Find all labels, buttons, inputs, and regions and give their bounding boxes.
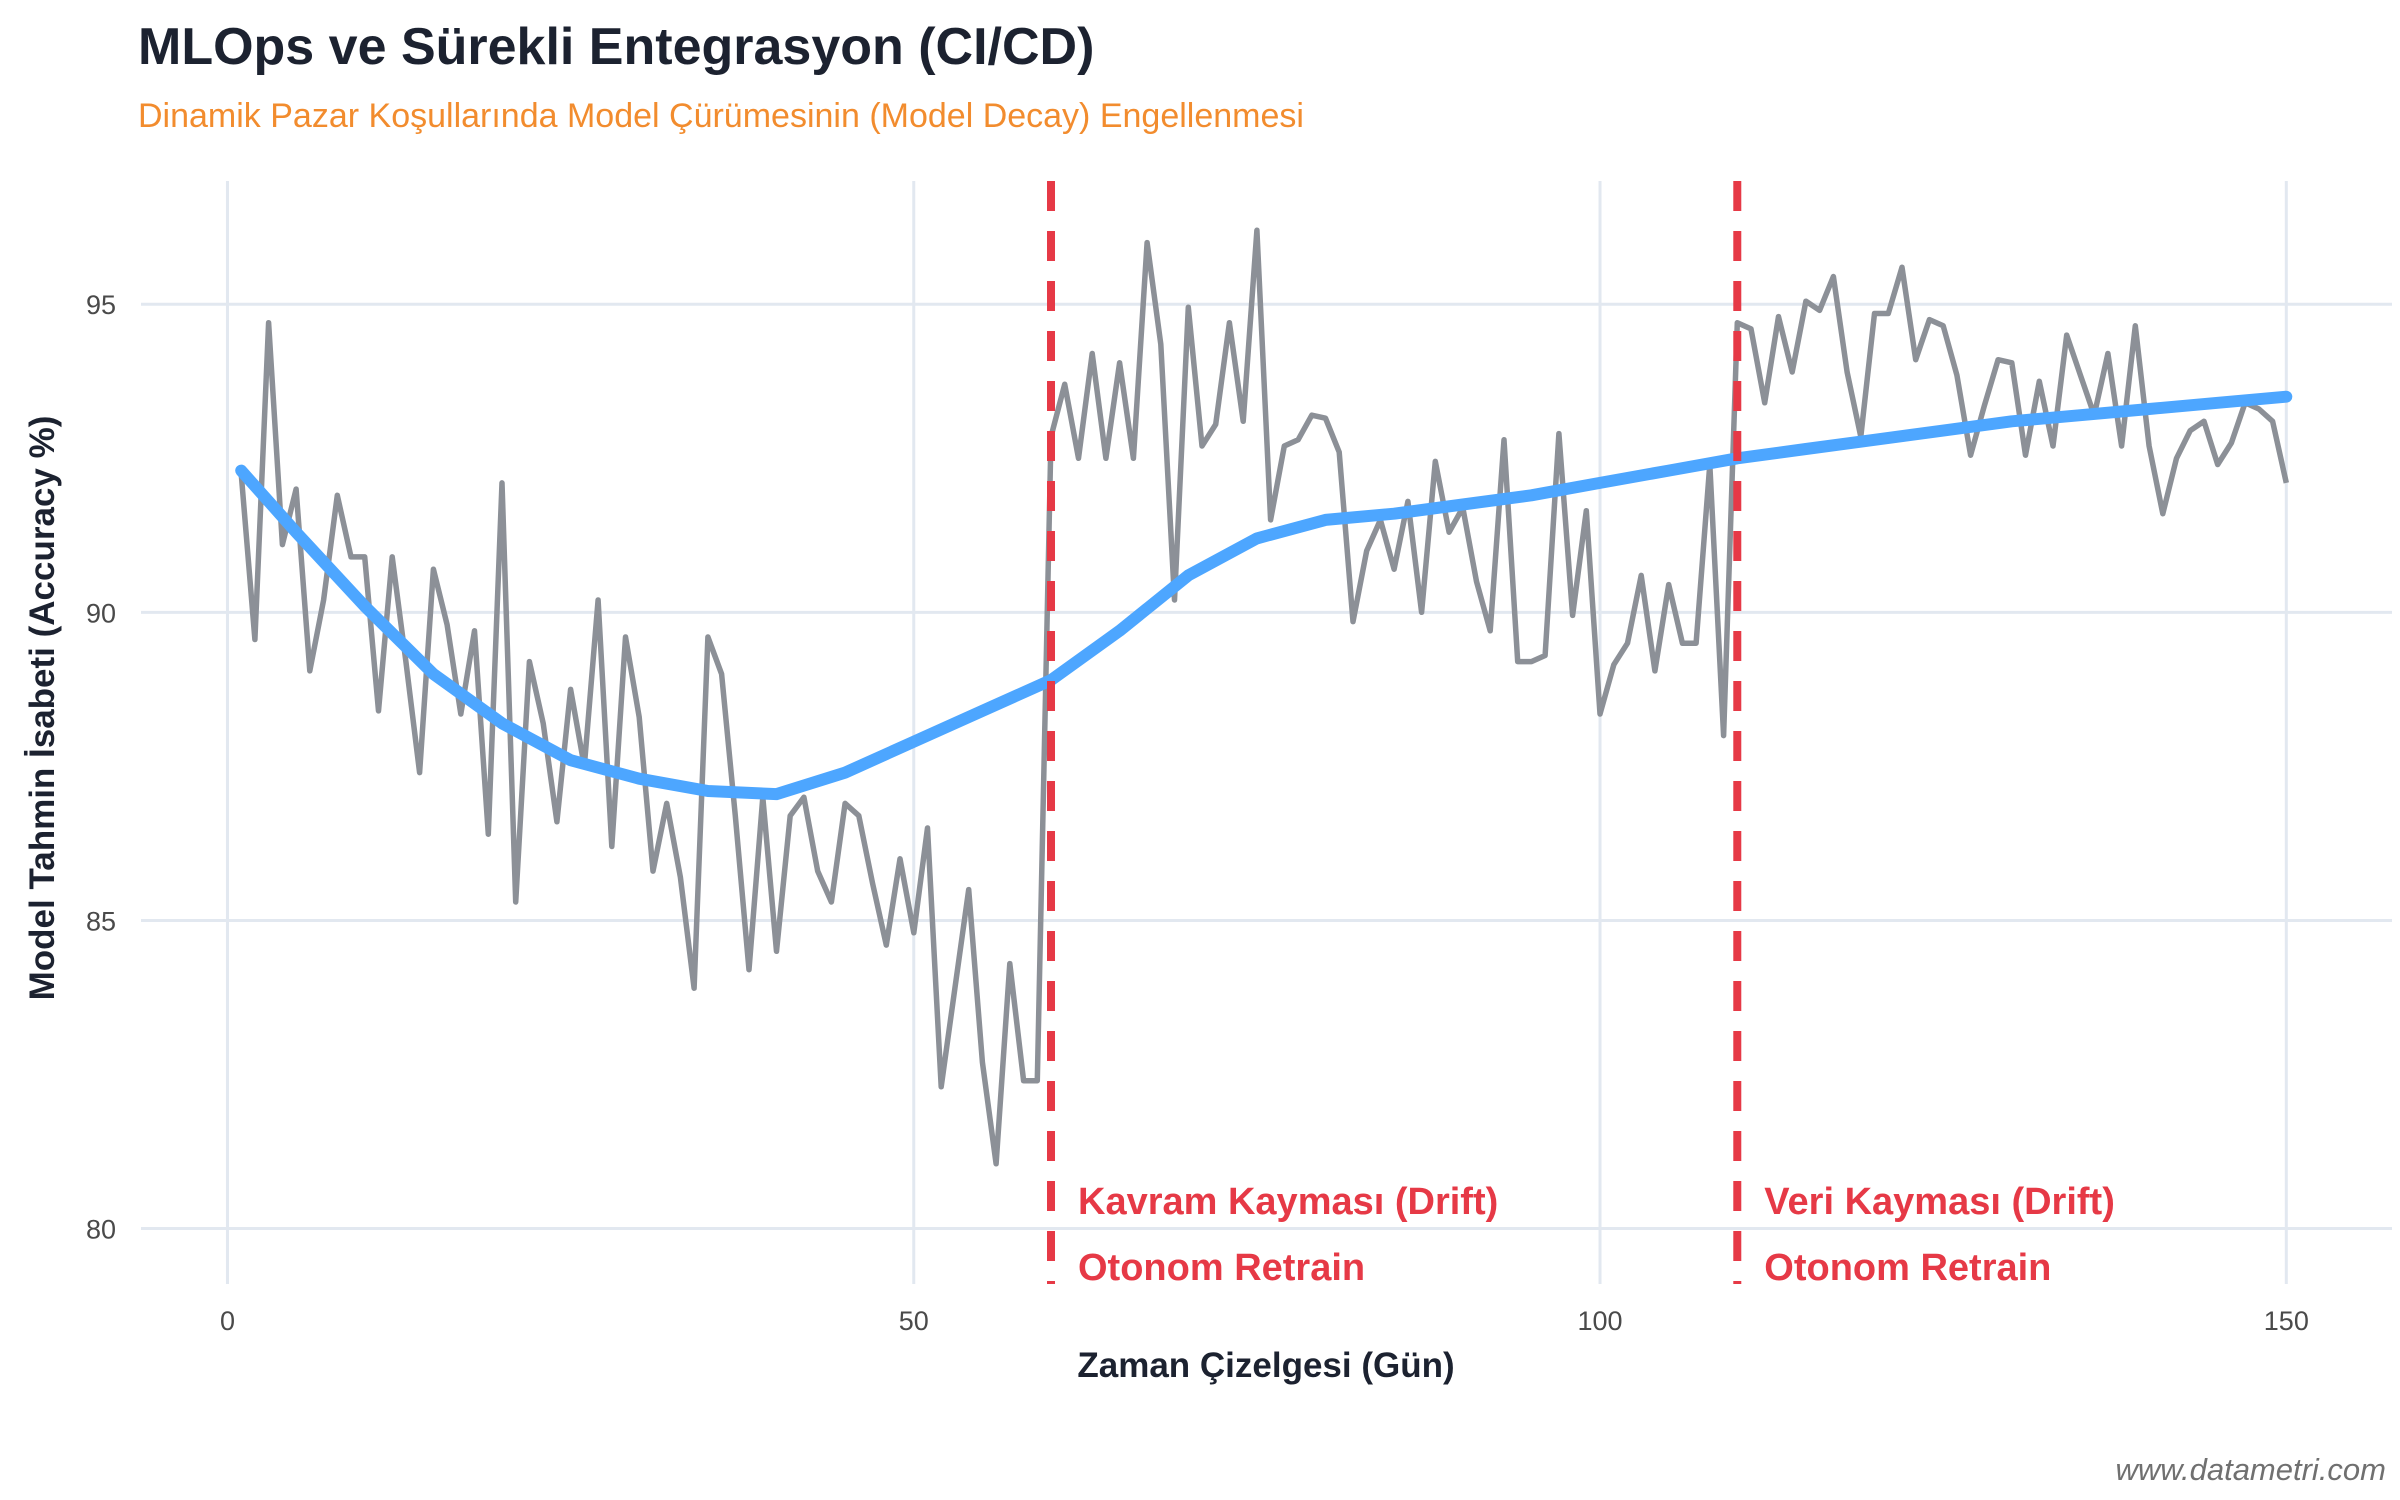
trend-line	[235, 390, 2293, 801]
raw-accuracy-line	[238, 227, 2289, 1167]
y-tick-label: 90	[86, 598, 116, 628]
event-label-retrain: Otonom Retrain	[1078, 1247, 1365, 1289]
grid	[141, 181, 2392, 1284]
x-tick-label: 50	[899, 1306, 929, 1336]
chart-subtitle: Dinamik Pazar Koşullarında Model Çürümes…	[138, 97, 1304, 135]
ticks: 0 50 100 150 80 85 90 95	[86, 290, 2309, 1336]
y-tick-label: 95	[86, 290, 116, 320]
event-label-drift: Kavram Kayması (Drift)	[1078, 1181, 1498, 1223]
y-tick-label: 85	[86, 906, 116, 936]
events: Kavram Kayması (Drift) Otonom Retrain Veri…	[1047, 181, 2115, 1289]
chart-title: MLOps ve Sürekli Entegrasyon (CI/CD)	[138, 18, 1094, 76]
event-label-drift: Veri Kayması (Drift)	[1764, 1181, 2115, 1223]
x-tick-label: 0	[220, 1306, 235, 1336]
y-tick-label: 80	[86, 1215, 116, 1245]
x-tick-label: 150	[2264, 1306, 2309, 1336]
event-label-retrain: Otonom Retrain	[1764, 1247, 2051, 1289]
y-axis-label: Model Tahmin İsabeti (Accuracy %)	[23, 416, 62, 1001]
x-axis-label: Zaman Çizelgesi (Gün)	[1077, 1346, 1454, 1385]
series	[235, 227, 2293, 1167]
watermark: www.datametri.com	[2116, 1452, 2386, 1487]
x-tick-label: 100	[1578, 1306, 1623, 1336]
